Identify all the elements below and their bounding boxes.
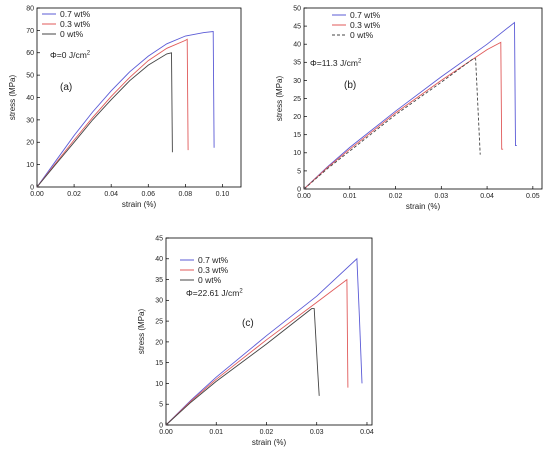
series-line-1 [165,257,363,426]
series-line-3 [165,308,320,426]
chart-panel-1: 0.00 0.02 0.04 0.06 0.08 0.10 0 10 20 30 40 50 60 70 8… [8,5,242,209]
x-tick-label: 0.06 [141,191,155,198]
legend-label-1: 0.7 wt% [60,9,91,19]
y-tick-label: 0 [30,184,34,191]
x-tick-label: 0.04 [360,429,374,436]
plot-area [303,7,543,190]
y-tick-label: 15 [155,360,163,367]
series-line-2 [165,278,349,426]
legend-label-1: 0.7 wt% [198,255,229,265]
y-axis-label: stress (MPa) [137,309,146,355]
y-tick-label: 50 [26,73,34,80]
y-tick-label: 80 [26,5,34,12]
x-tick-label: 0.01 [343,193,357,200]
y-tick-label: 60 [26,50,34,57]
y-tick-label: 35 [155,277,163,284]
y-tick-label: 25 [155,319,163,326]
y-tick-label: 0 [159,422,163,429]
y-tick-label: 50 [293,5,301,12]
x-tick-label: 0.01 [209,429,223,436]
fluence-annotation-superscript: 2 [358,59,362,65]
y-tick-label: 40 [26,95,34,102]
y-tick-label: 25 [293,96,301,103]
chart-panel-3: 0.00 0.01 0.02 0.03 0.04 0 5 10 15 20 25 30 35 40 45 st… [137,235,374,447]
y-tick-label: 30 [155,298,163,305]
legend-label-3: 0 wt% [198,275,222,285]
x-tick-label: 0.03 [310,429,324,436]
series-line-1 [303,21,517,190]
legend-label-2: 0.3 wt% [198,265,229,275]
series-line-3 [303,58,481,190]
series-line-3 [36,52,173,188]
legend-label-2: 0.3 wt% [60,19,91,29]
y-tick-label: 40 [155,256,163,263]
y-tick-label: 20 [26,140,34,147]
y-axis-label: stress (MPa) [8,75,17,121]
panel-letter: (a) [60,82,72,93]
y-tick-label: 45 [293,24,301,31]
x-tick-label: 0.00 [159,429,173,436]
x-tick-label: 0.05 [526,193,540,200]
plot-area [165,237,373,426]
y-tick-label: 35 [293,60,301,67]
y-tick-label: 30 [26,117,34,124]
y-tick-label: 5 [297,168,301,175]
fluence-annotation: Φ=22.61 J/cm2 [186,288,243,298]
legend-label-1: 0.7 wt% [350,10,381,20]
fluence-annotation-superscript: 2 [87,51,91,57]
series-line-2 [36,38,189,188]
fluence-annotation: Φ=0 J/cm2 [50,50,91,60]
x-tick-label: 0.03 [434,193,448,200]
x-axis-label: strain (%) [252,438,287,447]
y-tick-label: 45 [155,235,163,242]
y-tick-label: 5 [159,402,163,409]
x-tick-label: 0.00 [297,193,311,200]
fluence-annotation-superscript: 2 [239,289,243,295]
fluence-annotation: Φ=11.3 J/cm2 [310,58,362,68]
x-tick-label: 0.08 [179,191,193,198]
x-tick-label: 0.10 [216,191,230,198]
y-tick-label: 0 [297,186,301,193]
y-tick-label: 20 [155,339,163,346]
y-tick-label: 10 [26,162,34,169]
x-axis-label: strain (%) [406,202,441,211]
legend-label-2: 0.3 wt% [350,20,381,30]
y-axis-label: stress (MPa) [275,76,284,122]
fluence-annotation-text: Φ=0 J/cm [50,50,87,60]
x-tick-label: 0.04 [480,193,494,200]
y-tick-label: 10 [155,381,163,388]
y-tick-label: 15 [293,132,301,139]
x-tick-label: 0.02 [260,429,274,436]
legend-label-3: 0 wt% [350,30,374,40]
fluence-annotation-text: Φ=22.61 J/cm [186,288,239,298]
x-tick-label: 0.02 [389,193,403,200]
series-line-2 [303,41,504,190]
x-tick-label: 0.04 [104,191,118,198]
x-axis-label: strain (%) [122,200,157,209]
plot-area [36,7,242,188]
x-tick-label: 0.00 [30,191,44,198]
y-tick-label: 40 [293,42,301,49]
y-tick-label: 20 [293,114,301,121]
panel-letter: (b) [344,80,356,91]
fluence-annotation-text: Φ=11.3 J/cm [310,58,358,68]
y-tick-label: 10 [293,150,301,157]
series-line-1 [36,30,215,188]
legend-label-3: 0 wt% [60,29,84,39]
chart-panel-2: 0.00 0.01 0.02 0.03 0.04 0.05 0 5 10 15 20 25 30 35 40… [275,5,543,211]
x-tick-label: 0.02 [67,191,81,198]
y-tick-label: 30 [293,78,301,85]
y-tick-label: 70 [26,28,34,35]
panel-letter: (c) [242,318,254,329]
